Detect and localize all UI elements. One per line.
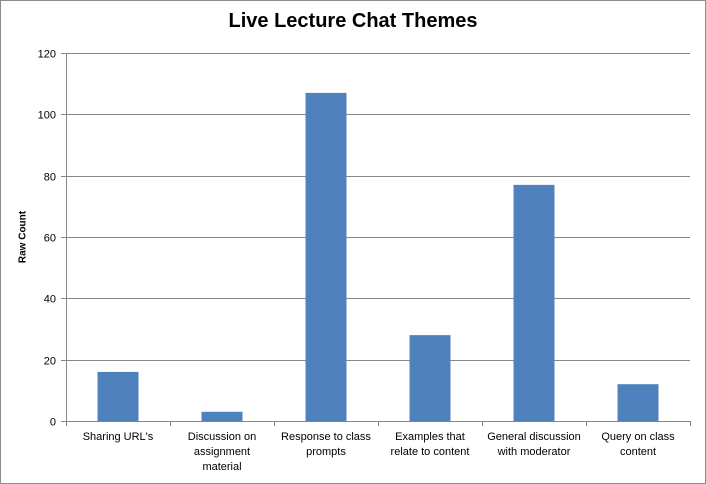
x-tick-label-line: Examples that (395, 431, 465, 443)
x-tick-label-line: prompts (306, 446, 346, 458)
x-tick-label-line: Response to class (281, 431, 371, 443)
x-tick-label-line: General discussion (487, 431, 581, 443)
y-tick-label: 80 (44, 172, 56, 184)
x-tick-label-line: assignment (193, 446, 251, 458)
x-tick-label: Examples that relate to content (378, 430, 482, 460)
x-tick-label-line: Discussion on (187, 431, 257, 443)
bar (409, 335, 451, 421)
y-tick-label: 60 (44, 233, 56, 245)
bar (305, 92, 347, 421)
x-tick-label: Sharing URL's (66, 430, 170, 445)
x-tick-label: Query on class content (586, 430, 690, 460)
x-tick-label-line: material (202, 461, 242, 473)
x-tick-label-line: relate to content (390, 446, 470, 458)
bar (97, 371, 139, 421)
x-tick-label-line: content (619, 446, 657, 458)
x-tick-label-line: Sharing URL's (82, 431, 154, 443)
x-tick-label: Discussion on assignment material (170, 430, 274, 475)
bar (513, 184, 555, 421)
y-tick-label: 40 (44, 294, 56, 306)
bar (201, 411, 243, 421)
y-tick-label: 0 (50, 417, 56, 429)
x-tick-label-line: Query on class (601, 431, 675, 443)
x-tick-label: Response to class prompts (274, 430, 378, 460)
x-tick-label: General discussion with moderator (482, 430, 586, 460)
y-tick-label: 120 (38, 49, 56, 61)
chart-title: Live Lecture Chat Themes (228, 10, 478, 32)
x-tick-label-line: with moderator (497, 446, 571, 458)
y-tick-label: 100 (38, 110, 56, 122)
y-tick-label: 20 (44, 356, 56, 368)
bar (617, 384, 659, 421)
